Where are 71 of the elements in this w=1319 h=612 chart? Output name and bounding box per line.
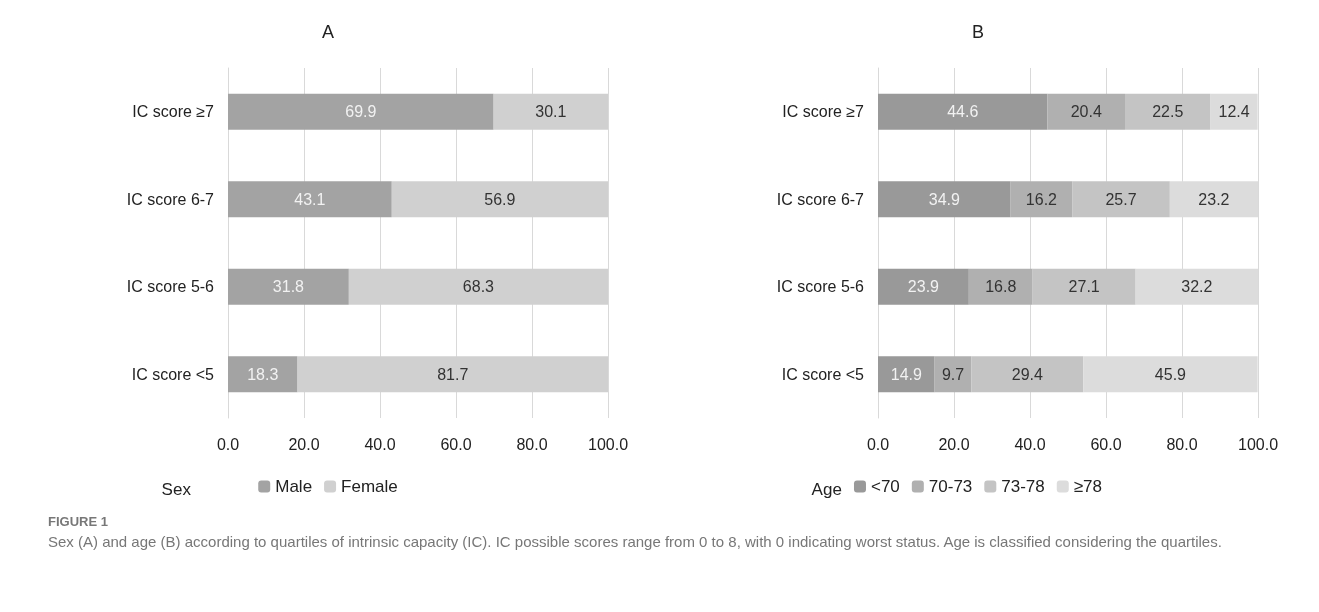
legend-label: Female: [341, 477, 398, 496]
x-tick-label: 0.0: [216, 435, 240, 453]
data-label: 81.7: [437, 365, 469, 383]
data-label: 31.8: [272, 278, 305, 296]
x-tick-label: 80.0: [516, 435, 548, 453]
data-label: 18.3: [247, 365, 279, 383]
data-label: 23.9: [907, 278, 940, 296]
data-label: 27.1: [1068, 278, 1100, 296]
bar: [228, 356, 298, 393]
legend-label: ≥78: [1073, 477, 1103, 496]
data-label: 68.3: [462, 278, 495, 296]
bar: [878, 268, 969, 305]
chart-title: B: [971, 22, 985, 42]
x-tick-label: 40.0: [364, 435, 396, 453]
legend-label: 73-78: [1001, 477, 1045, 496]
data-label: 9.7: [941, 365, 965, 383]
x-tick-label: 100.0: [1237, 435, 1279, 453]
caption: FIGURE 1: [48, 513, 109, 531]
x-tick-label: 20.0: [938, 435, 970, 453]
chart-title: A: [321, 22, 335, 42]
legend-label: Male: [275, 477, 313, 496]
bar: [228, 268, 349, 305]
x-tick-label: 0.0: [866, 435, 890, 453]
x-tick-label: 100.0: [587, 435, 629, 453]
bar: [878, 181, 1011, 218]
y-tick-label: IC score ≥7: [132, 103, 215, 121]
data-label: 30.1: [535, 103, 567, 121]
bar: [228, 93, 494, 130]
data-label: 45.9: [1154, 365, 1187, 383]
bar: [1047, 93, 1125, 130]
y-tick-label: IC score ≥7: [782, 103, 865, 121]
bar: [878, 93, 1048, 130]
y-tick-label: IC score 6-7: [776, 190, 865, 208]
bar: [228, 181, 392, 218]
data-label: 44.6: [947, 103, 979, 121]
data-label: 14.9: [890, 365, 922, 383]
x-tick-label: 40.0: [1014, 435, 1046, 453]
bar: [878, 356, 935, 393]
x-tick-label: 60.0: [1090, 435, 1122, 453]
data-label: 16.8: [985, 278, 1017, 296]
bar: [1125, 93, 1211, 130]
data-label: 20.4: [1070, 103, 1102, 121]
data-label: 29.4: [1011, 365, 1044, 383]
legend-label: <70: [870, 477, 900, 496]
y-tick-label: IC score 5-6: [126, 278, 215, 296]
bar: [971, 356, 1084, 393]
data-label: 22.5: [1152, 103, 1184, 121]
data-label: 43.1: [294, 190, 326, 208]
y-tick-label: IC score <5: [131, 365, 215, 383]
bar: [1032, 268, 1136, 305]
bar: [1010, 181, 1073, 218]
legend-title: Age: [811, 480, 842, 499]
data-label: 16.2: [1025, 190, 1058, 208]
bar: [1072, 181, 1170, 218]
y-tick-label: IC score 5-6: [776, 278, 865, 296]
legend-label: 70-73: [928, 477, 973, 496]
data-label: 23.2: [1198, 190, 1230, 208]
y-tick-label: IC score <5: [781, 365, 865, 383]
text: Sex (A) and age (B) according to quartiles of intrinsic capacity (IC). IC possible scores range from 0 to 8, with 0 indicating worst status. Age is classified considering the quartiles.: [48, 532, 1223, 552]
y-tick-label: IC score 6-7: [126, 190, 215, 208]
data-label: 32.2: [1181, 278, 1213, 296]
x-tick-label: 80.0: [1166, 435, 1198, 453]
data-label: 34.9: [928, 190, 960, 208]
x-tick-label: 60.0: [440, 435, 472, 453]
bar: [968, 268, 1033, 305]
data-label: 56.9: [484, 190, 516, 208]
x-tick-label: 20.0: [288, 435, 320, 453]
data-label: 69.9: [345, 103, 377, 121]
data-label: 12.4: [1218, 103, 1250, 121]
data-label: 25.7: [1105, 190, 1137, 208]
legend-title: Sex: [161, 480, 192, 499]
